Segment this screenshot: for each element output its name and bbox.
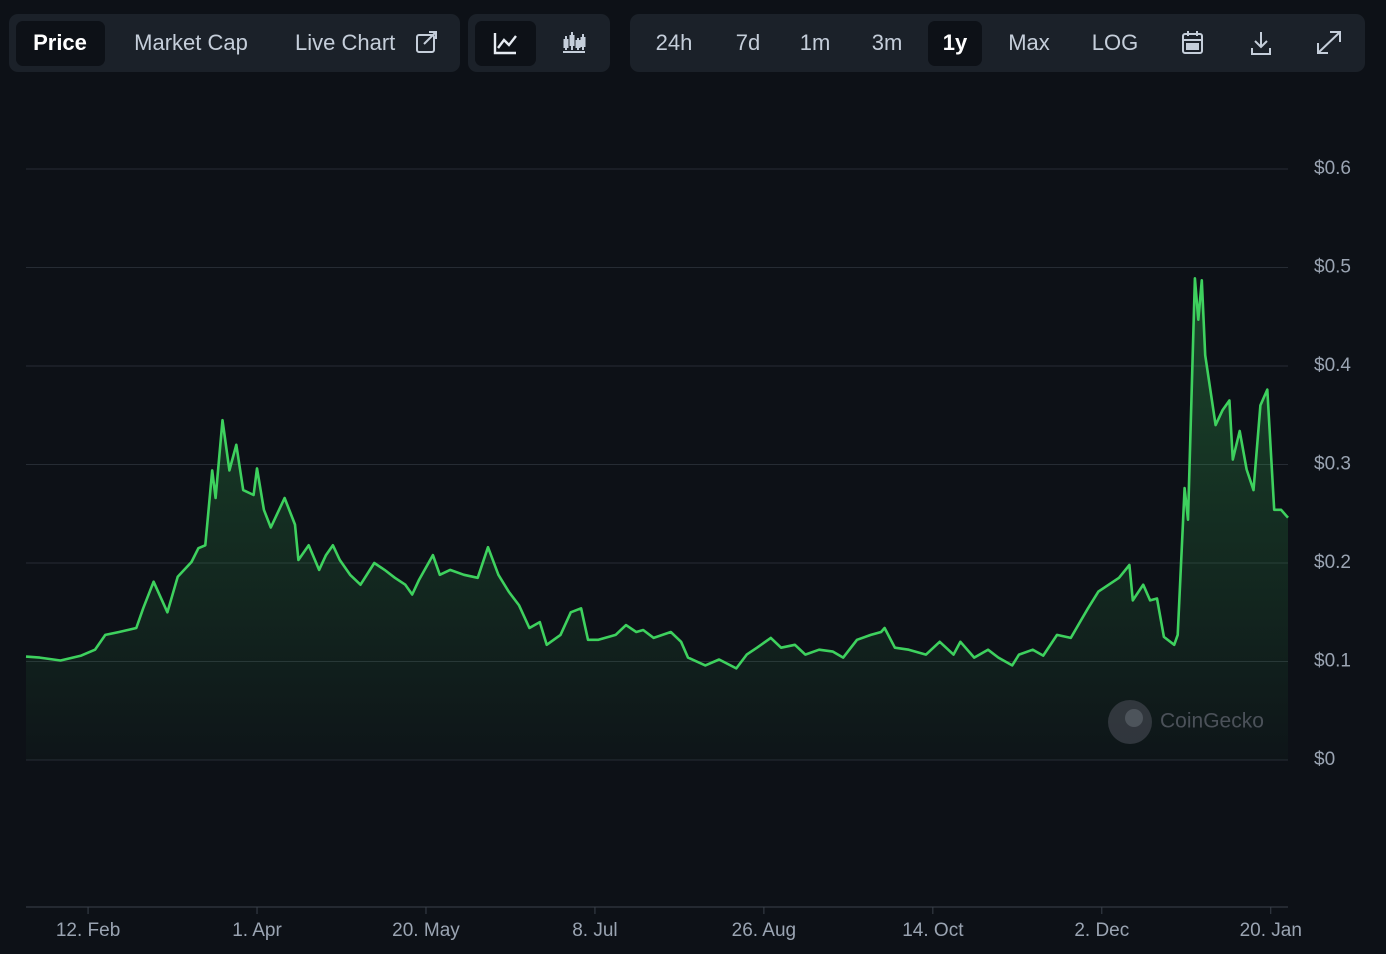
line-chart-button[interactable] bbox=[475, 21, 536, 66]
range-button[interactable]: 7d bbox=[736, 30, 760, 55]
price-line bbox=[25, 277, 1289, 670]
x-tick-label: 12. Feb bbox=[56, 920, 120, 941]
tab-group bbox=[9, 14, 460, 72]
x-tick-label: 8. Jul bbox=[572, 920, 617, 941]
x-tick-label: 1. Apr bbox=[232, 920, 282, 941]
fullscreen-icon[interactable] bbox=[1317, 31, 1341, 54]
range-button[interactable]: 3m bbox=[872, 30, 903, 55]
y-tick-label: $0.1 bbox=[1314, 651, 1351, 672]
x-tick-label: 2. Dec bbox=[1074, 920, 1129, 941]
active-range-bg[interactable] bbox=[928, 21, 982, 66]
range-button[interactable]: 1m bbox=[800, 30, 831, 55]
tab[interactable]: Live Chart bbox=[295, 30, 395, 55]
download-icon[interactable] bbox=[1251, 32, 1271, 55]
y-tick-label: $0.6 bbox=[1314, 158, 1351, 179]
tab[interactable]: Market Cap bbox=[134, 30, 248, 55]
range-group bbox=[630, 14, 1365, 72]
active-tab-bg[interactable] bbox=[16, 21, 105, 66]
y-tick-label: $0.3 bbox=[1314, 454, 1351, 475]
range-button[interactable]: Max bbox=[1008, 30, 1050, 55]
x-tick-label: 26. Aug bbox=[732, 920, 796, 941]
x-tick-label: 20. Jan bbox=[1240, 920, 1302, 941]
external-link-icon bbox=[416, 31, 437, 53]
y-tick-label: $0.2 bbox=[1314, 552, 1351, 573]
range-button[interactable]: LOG bbox=[1092, 30, 1138, 55]
range-button[interactable]: 1y bbox=[943, 30, 968, 55]
line-chart-icon bbox=[493, 33, 517, 55]
y-tick-label: $0.5 bbox=[1314, 257, 1351, 278]
y-tick-label: $0.4 bbox=[1314, 355, 1351, 376]
x-tick-label: 14. Oct bbox=[902, 920, 964, 941]
watermark: CoinGecko bbox=[1108, 700, 1264, 744]
price-area bbox=[26, 278, 1288, 760]
tab[interactable]: Price bbox=[33, 30, 87, 55]
watermark-text: CoinGecko bbox=[1160, 710, 1264, 733]
range-button[interactable]: 24h bbox=[656, 30, 693, 55]
calendar-icon[interactable] bbox=[1182, 31, 1203, 54]
x-tick-label: 20. May bbox=[392, 920, 460, 941]
candle-chart-icon[interactable] bbox=[563, 32, 586, 53]
y-tick-label: $0 bbox=[1314, 749, 1335, 770]
